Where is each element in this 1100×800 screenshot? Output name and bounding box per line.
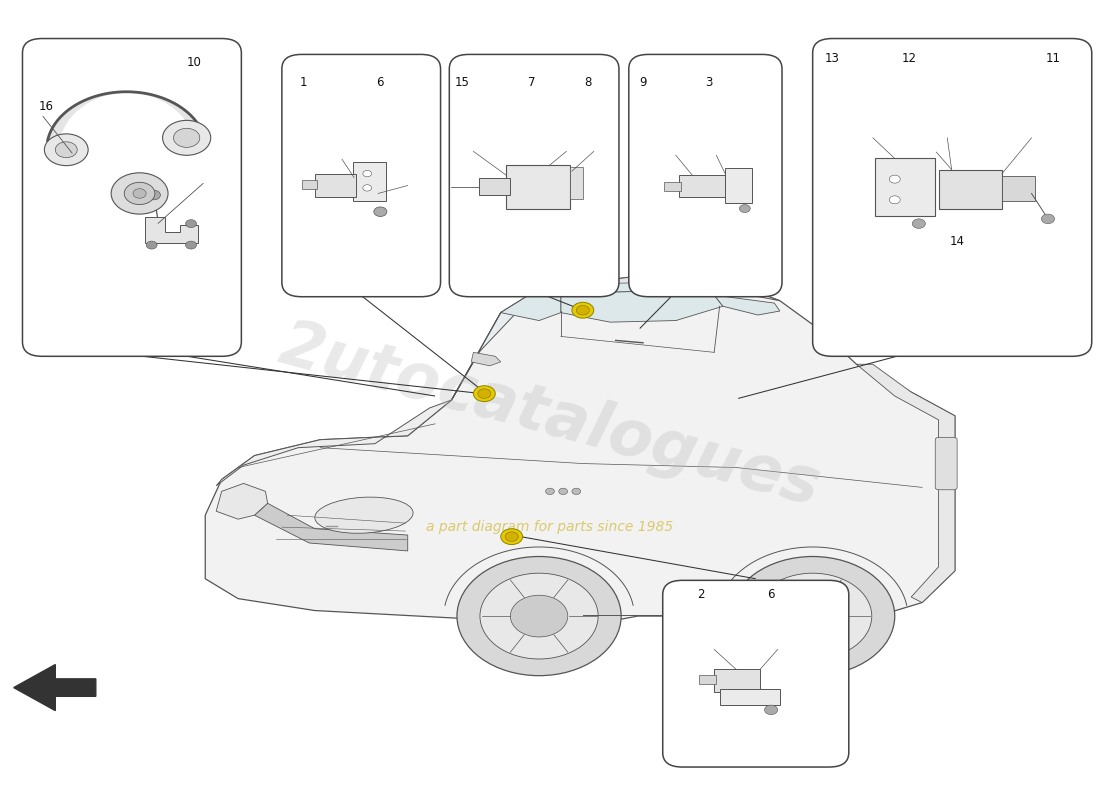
FancyBboxPatch shape	[301, 180, 317, 190]
FancyBboxPatch shape	[1002, 176, 1035, 202]
FancyBboxPatch shape	[714, 670, 760, 691]
Circle shape	[480, 573, 598, 659]
Circle shape	[477, 389, 491, 398]
FancyBboxPatch shape	[449, 54, 619, 297]
Text: 15: 15	[455, 76, 470, 89]
Text: 14: 14	[949, 234, 965, 248]
FancyBboxPatch shape	[938, 170, 1002, 210]
Circle shape	[505, 532, 518, 542]
Polygon shape	[217, 483, 267, 519]
Text: 1: 1	[300, 76, 308, 89]
FancyBboxPatch shape	[629, 54, 782, 297]
Circle shape	[889, 175, 900, 183]
Circle shape	[500, 529, 522, 545]
Polygon shape	[857, 364, 955, 602]
Circle shape	[146, 241, 157, 249]
FancyBboxPatch shape	[725, 168, 752, 203]
FancyBboxPatch shape	[663, 182, 681, 191]
Circle shape	[111, 173, 168, 214]
FancyBboxPatch shape	[813, 38, 1091, 356]
FancyBboxPatch shape	[315, 174, 356, 198]
Text: 6: 6	[768, 588, 774, 601]
FancyBboxPatch shape	[570, 167, 583, 199]
Circle shape	[576, 306, 590, 315]
Polygon shape	[145, 218, 198, 242]
FancyBboxPatch shape	[282, 54, 441, 297]
Circle shape	[124, 182, 155, 205]
FancyBboxPatch shape	[662, 580, 849, 767]
Circle shape	[764, 705, 778, 714]
Polygon shape	[561, 282, 649, 294]
FancyBboxPatch shape	[719, 689, 780, 705]
Circle shape	[889, 196, 900, 204]
Text: 10: 10	[187, 56, 201, 69]
Polygon shape	[561, 291, 723, 322]
Polygon shape	[714, 295, 780, 315]
Text: 9: 9	[639, 76, 647, 89]
FancyBboxPatch shape	[698, 675, 716, 685]
Circle shape	[473, 386, 495, 402]
Text: 13: 13	[825, 52, 839, 65]
Circle shape	[174, 128, 200, 147]
Polygon shape	[217, 400, 451, 486]
FancyBboxPatch shape	[935, 438, 957, 490]
FancyBboxPatch shape	[679, 175, 725, 198]
Circle shape	[739, 205, 750, 213]
Circle shape	[186, 241, 197, 249]
Circle shape	[363, 170, 372, 177]
Ellipse shape	[315, 497, 414, 534]
Polygon shape	[471, 352, 501, 366]
Circle shape	[55, 142, 77, 158]
Text: 2: 2	[697, 588, 705, 601]
Circle shape	[754, 573, 872, 659]
FancyBboxPatch shape	[353, 162, 386, 202]
Circle shape	[163, 120, 211, 155]
Polygon shape	[451, 289, 539, 400]
Circle shape	[456, 557, 622, 676]
Circle shape	[784, 595, 842, 637]
Circle shape	[186, 220, 197, 228]
Circle shape	[572, 302, 594, 318]
Text: 12: 12	[902, 52, 916, 65]
Polygon shape	[254, 503, 408, 551]
Text: 16: 16	[40, 99, 54, 113]
Circle shape	[133, 189, 146, 198]
Circle shape	[374, 207, 387, 217]
Polygon shape	[500, 289, 561, 321]
Circle shape	[363, 185, 372, 191]
FancyBboxPatch shape	[478, 178, 509, 195]
Circle shape	[1042, 214, 1055, 224]
Text: 8: 8	[584, 76, 592, 89]
Circle shape	[730, 557, 894, 676]
Circle shape	[559, 488, 568, 494]
Polygon shape	[206, 277, 955, 626]
FancyBboxPatch shape	[874, 158, 935, 216]
Circle shape	[572, 488, 581, 494]
Text: a part diagram for parts since 1985: a part diagram for parts since 1985	[427, 520, 673, 534]
Polygon shape	[539, 277, 780, 301]
Circle shape	[44, 134, 88, 166]
FancyBboxPatch shape	[506, 165, 570, 209]
Text: 3: 3	[705, 76, 713, 89]
Circle shape	[546, 488, 554, 494]
Circle shape	[912, 219, 925, 229]
Text: 6: 6	[376, 76, 384, 89]
Circle shape	[147, 190, 161, 200]
Text: 7: 7	[528, 76, 535, 89]
FancyArrow shape	[13, 665, 96, 710]
FancyBboxPatch shape	[22, 38, 241, 356]
Text: 2utocatalogues: 2utocatalogues	[273, 314, 827, 518]
Text: 11: 11	[1046, 52, 1060, 65]
Circle shape	[510, 595, 568, 637]
